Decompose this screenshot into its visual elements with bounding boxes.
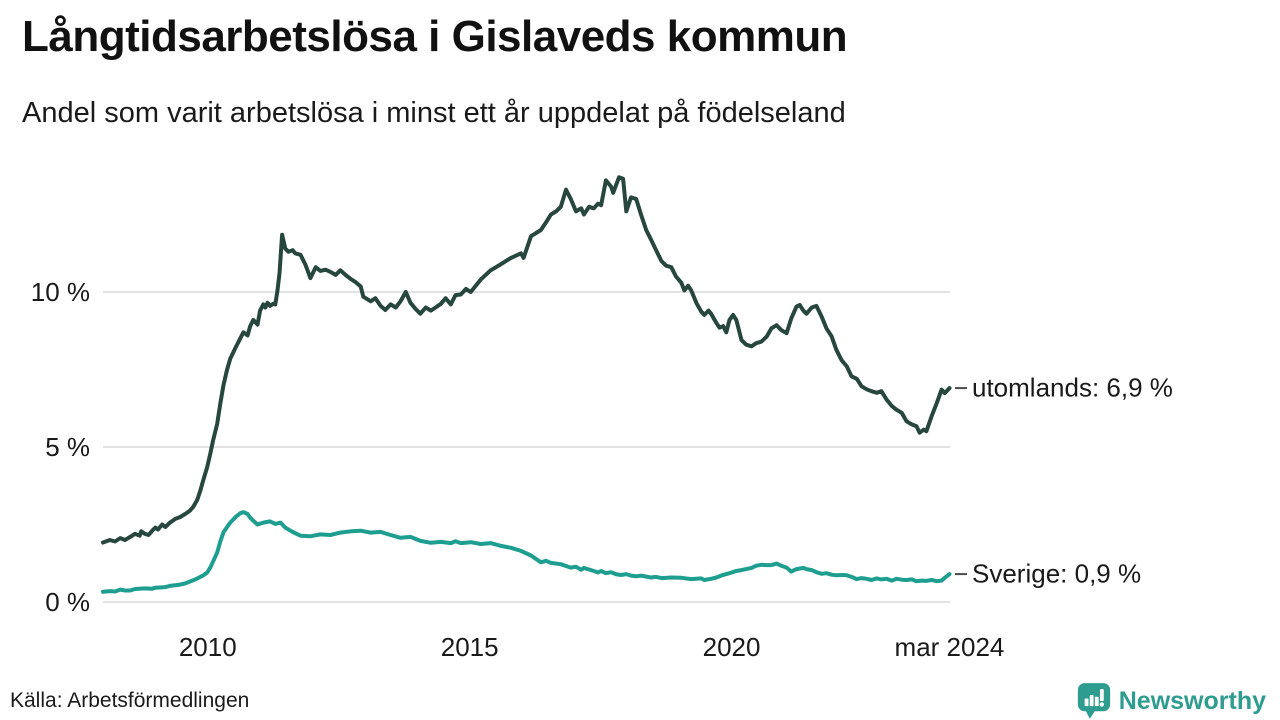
y-tick-label: 0 %	[45, 587, 90, 617]
newsworthy-logo-icon	[1077, 683, 1110, 719]
Sverige-line	[101, 510, 952, 594]
brand-logo: Newsworthy	[1077, 682, 1266, 720]
Sverige-end-label: Sverige: 0,9 %	[972, 558, 1142, 589]
brand-name: Newsworthy	[1118, 686, 1266, 715]
y-tick-label: 5 %	[45, 432, 90, 462]
y-tick-label: 10 %	[30, 277, 90, 307]
source-note: Källa: Arbetsförmedlingen	[10, 689, 250, 712]
x-tick-label: 2020	[702, 632, 761, 662]
x-tick-label: mar 2024	[894, 632, 1005, 662]
utomlands-line	[101, 175, 952, 545]
page-subtitle: Andel som varit arbetslösa i minst ett å…	[22, 97, 846, 129]
x-tick-label: 2015	[440, 632, 499, 662]
page-title: Långtidsarbetslösa i Gislaveds kommun	[22, 12, 848, 61]
x-tick-label: 2010	[178, 632, 237, 662]
utomlands-end-label: utomlands: 6,9 %	[972, 372, 1173, 403]
